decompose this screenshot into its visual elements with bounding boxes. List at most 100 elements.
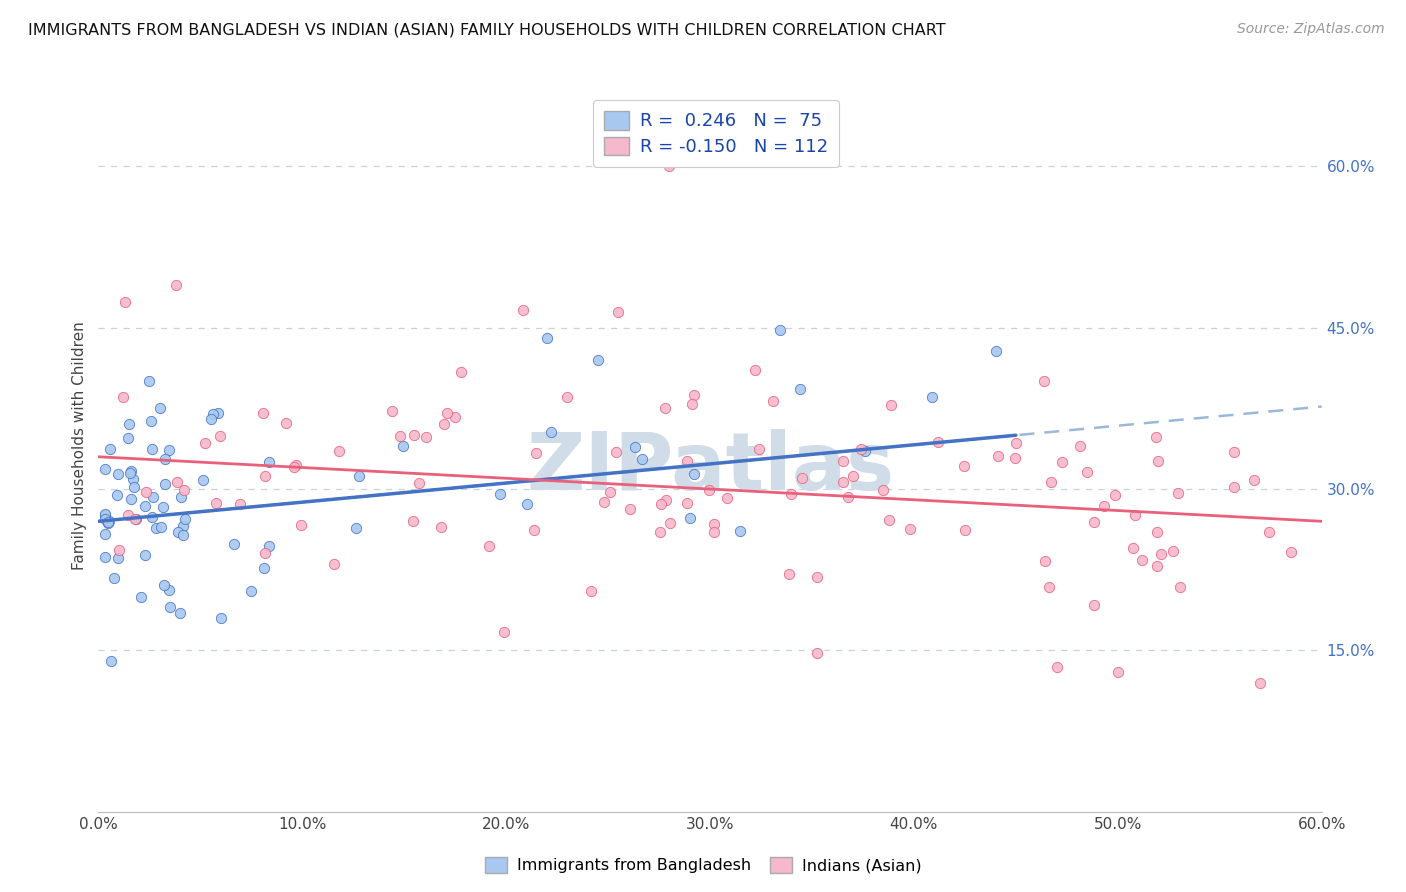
Point <box>748 442 770 456</box>
Point <box>1033 374 1056 388</box>
Point <box>134 499 156 513</box>
Point <box>1083 598 1105 612</box>
Point <box>683 467 706 482</box>
Point <box>1258 524 1281 539</box>
Point <box>209 611 232 625</box>
Point <box>139 414 162 428</box>
Point <box>877 513 900 527</box>
Point <box>658 159 681 173</box>
Point <box>402 428 425 442</box>
Legend: Immigrants from Bangladesh, Indians (Asian): Immigrants from Bangladesh, Indians (Asi… <box>478 850 928 880</box>
Point <box>153 578 176 592</box>
Point <box>98 442 121 457</box>
Point <box>1039 475 1062 489</box>
Point <box>1144 429 1167 443</box>
Point <box>157 582 180 597</box>
Point <box>579 584 602 599</box>
Point <box>778 567 800 582</box>
Point <box>107 550 129 565</box>
Point <box>1004 435 1026 450</box>
Point <box>953 523 976 537</box>
Point <box>392 439 415 453</box>
Point <box>444 409 467 424</box>
Point <box>853 444 876 458</box>
Point <box>290 518 312 533</box>
Point <box>254 546 277 560</box>
Point <box>703 516 725 531</box>
Point <box>276 417 298 431</box>
Point <box>166 278 188 293</box>
Point <box>93 526 115 541</box>
Point <box>93 507 115 521</box>
Point <box>837 490 859 504</box>
Point <box>1279 545 1302 559</box>
Point <box>153 451 176 466</box>
Point <box>93 508 115 523</box>
Point <box>150 520 173 534</box>
Point <box>125 511 148 525</box>
Point <box>252 406 274 420</box>
Point <box>169 490 191 504</box>
Point <box>716 491 738 505</box>
Point <box>728 524 751 538</box>
Point <box>105 488 128 502</box>
Point <box>328 444 350 458</box>
Point <box>120 464 142 478</box>
Point <box>1168 580 1191 594</box>
Point <box>927 435 949 450</box>
Point <box>346 521 368 535</box>
Point <box>194 436 217 450</box>
Point <box>122 480 145 494</box>
Point <box>169 606 191 620</box>
Point <box>204 496 226 510</box>
Point <box>681 397 703 411</box>
Point <box>149 401 172 416</box>
Point <box>683 387 706 401</box>
Point <box>122 473 145 487</box>
Point <box>172 519 194 533</box>
Point <box>607 304 630 318</box>
Point <box>841 469 863 483</box>
Point <box>1243 473 1265 487</box>
Point <box>849 442 872 457</box>
Point <box>283 460 305 475</box>
Point <box>880 398 903 412</box>
Point <box>284 458 307 473</box>
Point <box>1052 455 1074 469</box>
Point <box>159 600 181 615</box>
Point <box>654 401 676 416</box>
Point <box>157 442 180 457</box>
Point <box>401 514 423 528</box>
Point <box>114 294 136 309</box>
Point <box>1104 488 1126 502</box>
Point <box>240 584 263 599</box>
Point <box>450 365 472 379</box>
Point <box>762 394 785 409</box>
Point <box>872 483 894 498</box>
Point <box>619 501 641 516</box>
Point <box>138 375 160 389</box>
Point <box>494 625 516 640</box>
Point <box>257 539 280 553</box>
Point <box>97 516 120 530</box>
Point <box>1069 439 1091 453</box>
Point <box>779 487 801 501</box>
Point <box>831 475 853 490</box>
Point <box>659 516 682 530</box>
Point <box>1045 659 1069 673</box>
Point <box>703 525 725 540</box>
Point <box>744 363 766 377</box>
Point <box>599 485 621 500</box>
Point <box>202 408 225 422</box>
Point <box>953 459 976 474</box>
Point <box>1092 500 1115 514</box>
Point <box>1083 515 1105 529</box>
Point <box>1146 524 1168 539</box>
Point <box>478 540 501 554</box>
Point <box>1107 665 1129 679</box>
Point <box>624 441 647 455</box>
Point <box>1147 454 1170 468</box>
Point <box>254 469 277 483</box>
Point <box>111 390 134 404</box>
Point <box>415 430 437 444</box>
